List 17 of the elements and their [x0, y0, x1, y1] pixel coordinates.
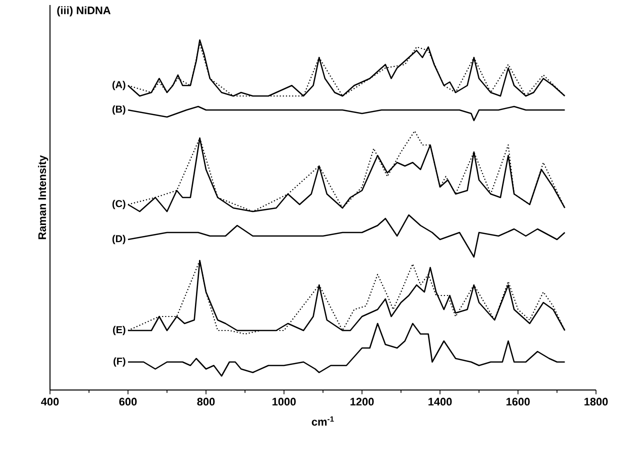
x-tick-label: 1400	[428, 398, 452, 406]
series-label: (F)	[114, 357, 126, 367]
x-axis-title: cm$^{-1}$	[312, 416, 334, 426]
chart-title: (iii) NiDNA	[57, 6, 111, 16]
x-tick-label: 1600	[506, 398, 530, 406]
x-tick-label: 1200	[350, 398, 374, 406]
series-label: (C)	[112, 200, 126, 210]
series-label: (B)	[112, 105, 126, 115]
x-tick-label: 600	[119, 398, 137, 406]
x-tick-label: 1800	[584, 398, 608, 406]
series-label: (A)	[112, 80, 126, 90]
x-tick-label: 1000	[272, 398, 296, 406]
series-label: (D)	[112, 234, 126, 244]
y-axis-title: Raman Intensity	[38, 155, 48, 240]
x-tick-label: 400	[41, 398, 59, 406]
x-tick-label: 800	[197, 398, 215, 406]
series-label: (E)	[113, 326, 126, 336]
